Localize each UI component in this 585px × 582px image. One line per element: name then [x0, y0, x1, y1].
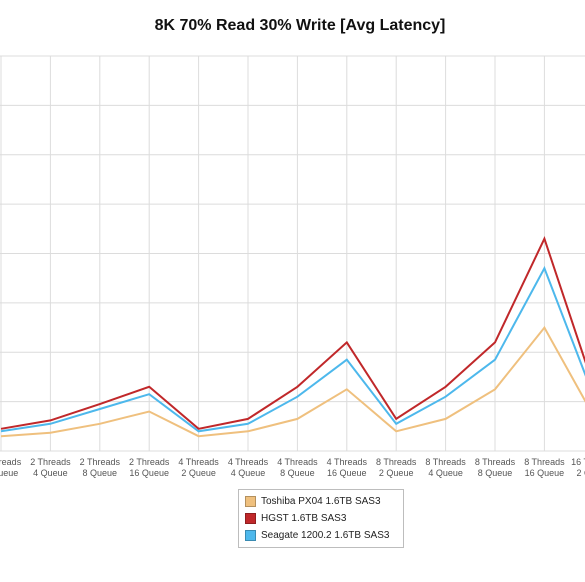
legend: Toshiba PX04 1.6TB SAS3 HGST 1.6TB SAS3 Se…	[238, 489, 404, 548]
legend-label: HGST 1.6TB SAS3	[261, 513, 347, 524]
x-tick-label: 8 Threads 8 Queue	[475, 457, 516, 478]
x-tick-label: 4 Threads 8 Queue	[277, 457, 318, 478]
x-tick-label: 4 Threads 2 Queue	[178, 457, 219, 478]
series-line-hgst-1-6tb-sas3	[0, 236, 585, 430]
horizontal-gridlines	[0, 55, 585, 452]
x-tick-label: 2 Threads 4 Queue	[30, 457, 71, 478]
series-line-seagate-1200-2-1-6tb-sas3	[0, 265, 585, 433]
vertical-gridlines	[0, 56, 545, 451]
legend-item[interactable]: Seagate 1200.2 1.6TB SAS3	[239, 527, 403, 544]
legend-item[interactable]: Toshiba PX04 1.6TB SAS3	[239, 493, 403, 510]
legend-swatch	[245, 496, 256, 507]
legend-swatch	[245, 530, 256, 541]
x-tick-label: 8 Threads 2 Queue	[376, 457, 417, 478]
x-tick-label: 2 Threads 8 Queue	[80, 457, 121, 478]
legend-label: Seagate 1200.2 1.6TB SAS3	[261, 530, 390, 541]
x-tick-label: 8 Threads 16 Queue	[524, 457, 565, 478]
x-tick-label: 2 Threads 16 Queue	[129, 457, 170, 478]
x-tick-label: 8 Threads 4 Queue	[425, 457, 466, 478]
series-lines	[0, 236, 585, 438]
x-tick-label: 4 Threads 4 Queue	[228, 457, 269, 478]
chart-title: 8K 70% Read 30% Write [Avg Latency]	[154, 17, 446, 34]
x-tick-label: 4 Threads 16 Queue	[327, 457, 368, 478]
legend-item[interactable]: HGST 1.6TB SAS3	[239, 510, 403, 527]
legend-swatch	[245, 513, 256, 524]
series-line-toshiba-px04-1-6tb-sas3	[0, 325, 585, 438]
legend-label: Toshiba PX04 1.6TB SAS3	[261, 496, 381, 507]
